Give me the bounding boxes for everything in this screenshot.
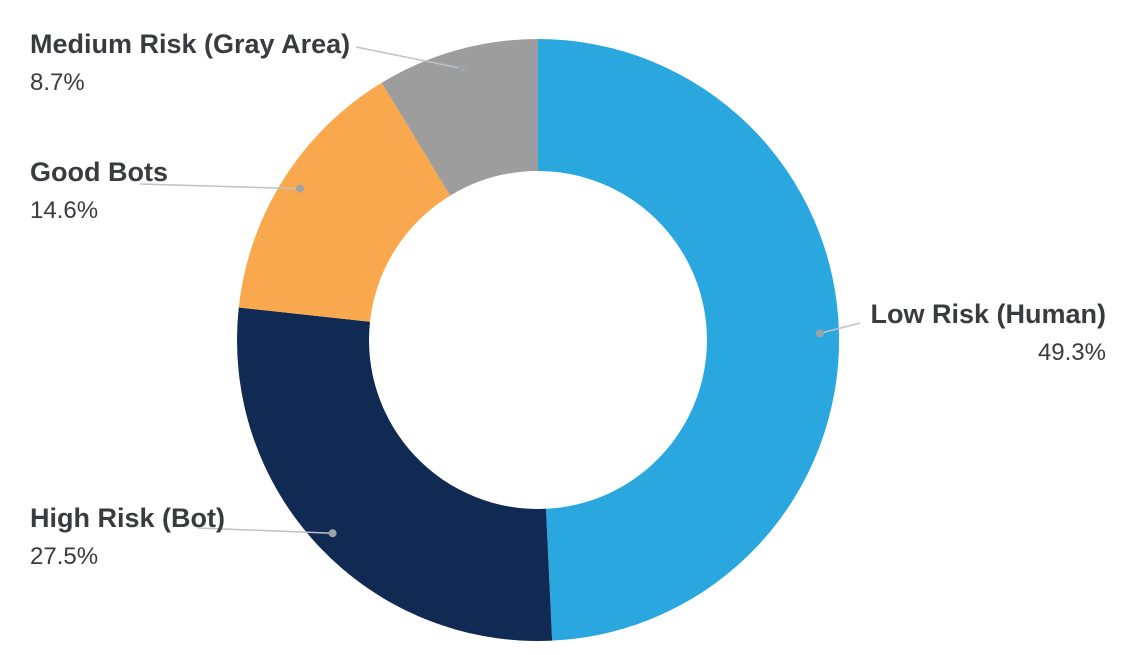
slice-label-value: 49.3% xyxy=(1037,339,1106,367)
slice-label-title: Medium Risk (Gray Area) xyxy=(30,29,351,59)
slice-label-low-risk-human: Low Risk (Human) 49.3% xyxy=(870,298,1106,368)
slice-label-title: High Risk (Bot) xyxy=(30,503,225,533)
leader-line-good-bots xyxy=(139,183,301,190)
slice-high-risk-bot xyxy=(236,307,553,642)
slice-label-good-bots: Good Bots 14.6% xyxy=(30,156,168,226)
slice-label-medium-risk-gray-area: Medium Risk (Gray Area) 8.7% xyxy=(30,28,350,98)
leader-line-medium-risk-gray-area xyxy=(355,46,463,70)
leader-dot-good-bots xyxy=(296,184,305,193)
slice-medium-risk-gray-area xyxy=(381,39,538,196)
slice-label-value: 27.5% xyxy=(30,543,99,571)
leader-line-high-risk-bot xyxy=(197,527,333,534)
slice-good-bots xyxy=(238,82,451,322)
leader-dot-medium-risk-gray-area xyxy=(457,64,466,73)
slice-label-high-risk-bot: High Risk (Bot) 27.5% xyxy=(30,502,225,572)
slice-label-value: 14.6% xyxy=(30,197,99,225)
slice-label-title: Low Risk (Human) xyxy=(870,299,1106,329)
slice-label-title: Good Bots xyxy=(30,157,168,187)
leader-dot-high-risk-bot xyxy=(328,529,337,538)
slice-low-risk-human xyxy=(538,38,840,641)
leader-line-low-risk-human xyxy=(819,322,861,335)
leader-dot-low-risk-human xyxy=(815,329,824,338)
slice-label-value: 8.7% xyxy=(30,69,85,97)
